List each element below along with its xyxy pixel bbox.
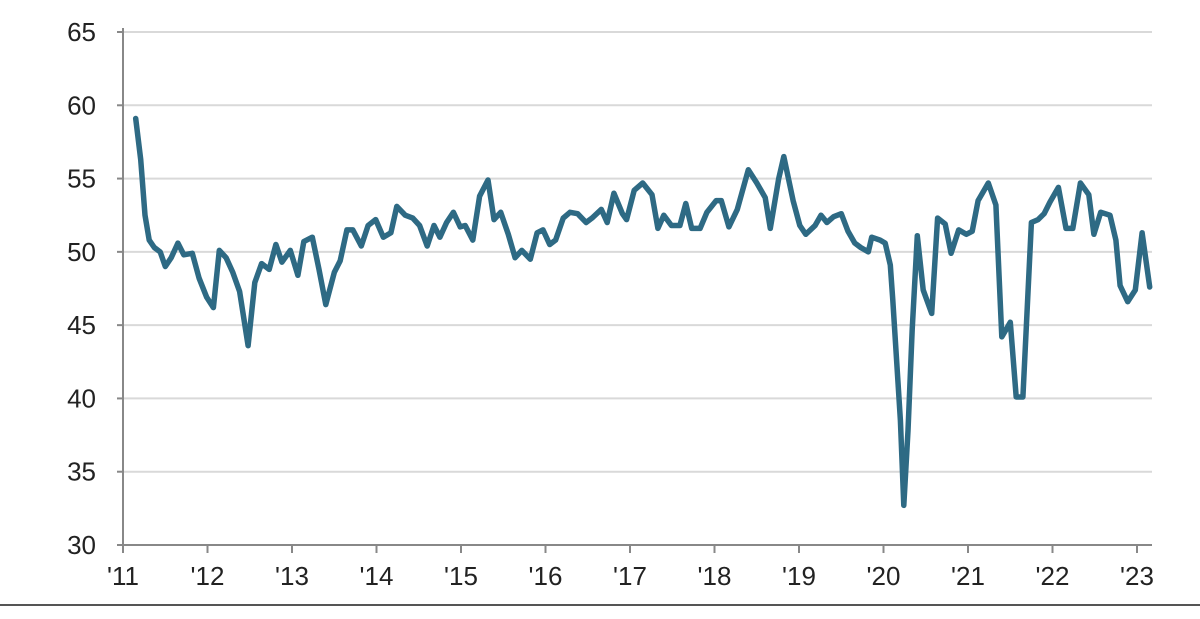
series-group: [132, 115, 1153, 509]
x-tick-label: '12: [191, 561, 225, 591]
x-tick-label: '19: [782, 561, 816, 591]
y-tick-label: 45: [67, 310, 96, 340]
y-tick-label: 50: [67, 237, 96, 267]
x-tick-label: '20: [867, 561, 901, 591]
y-axis-labels: 30 35 40 45 50 55 60 65: [67, 17, 96, 560]
bottom-divider: [0, 604, 1200, 606]
x-tick-label: '16: [529, 561, 563, 591]
series-line: [132, 115, 1153, 509]
y-tick-label: 40: [67, 383, 96, 413]
y-tick-label: 65: [67, 17, 96, 47]
x-tick-label: '13: [275, 561, 309, 591]
y-tick-label: 30: [67, 530, 96, 560]
gridlines: [117, 31, 1152, 546]
x-tick-label: '14: [360, 561, 394, 591]
x-tick-label: '22: [1036, 561, 1070, 591]
y-tick-label: 60: [67, 90, 96, 120]
x-tick-label: '17: [613, 561, 647, 591]
x-axis: '11 '12 '13 '14 '15 '16 '17 '18 '19 '20 '21 '22 '23: [107, 28, 1154, 591]
x-tick-label: '23: [1120, 561, 1154, 591]
y-tick-label: 55: [67, 164, 96, 194]
x-tick-label: '11: [107, 561, 139, 591]
x-tick-label: '18: [698, 561, 732, 591]
x-tick-label: '15: [444, 561, 478, 591]
y-tick-label: 35: [67, 457, 96, 487]
x-tick-label: '21: [951, 561, 985, 591]
